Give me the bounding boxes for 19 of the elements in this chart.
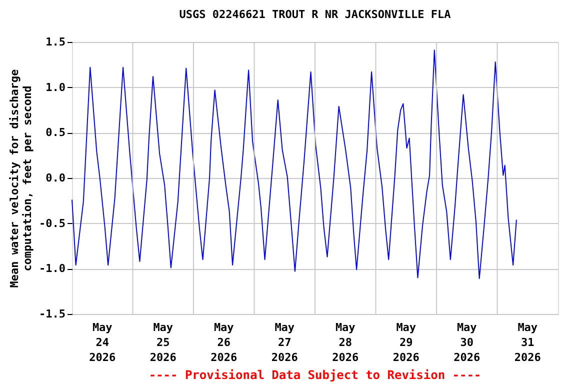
y-axis-title: Mean water velocity for discharge computation, feet per second [8, 68, 34, 288]
x-tick-label: May 30 2026 [454, 321, 480, 364]
x-tick-label: May 25 2026 [150, 321, 177, 364]
y-tick-label: -0.5 [39, 216, 66, 230]
x-tick-label: May 29 2026 [392, 321, 420, 364]
x-tick-label: May 28 2026 [332, 321, 359, 364]
y-tick-label: 0.0 [46, 172, 66, 184]
x-tick-label: May 27 2026 [271, 321, 298, 364]
x-tick-label: May 31 2026 [514, 321, 542, 364]
y-tick-label: 0.5 [46, 126, 66, 140]
y-tick-label: -1.0 [39, 262, 66, 276]
y-tick-label: 1.5 [46, 36, 66, 48]
y-tick-label: 1.0 [46, 80, 66, 94]
chart-title: USGS 02246621 TROUT R NR JACKSONVILLE FLA [179, 8, 452, 21]
x-tick-label: May 24 2026 [89, 321, 116, 364]
x-tick-label: May 26 2026 [210, 321, 238, 364]
text: ---- Provisional Data Subject to Revision ---- [148, 368, 482, 382]
line-series [72, 50, 517, 280]
y-tick-label: -1.5 [39, 308, 66, 320]
